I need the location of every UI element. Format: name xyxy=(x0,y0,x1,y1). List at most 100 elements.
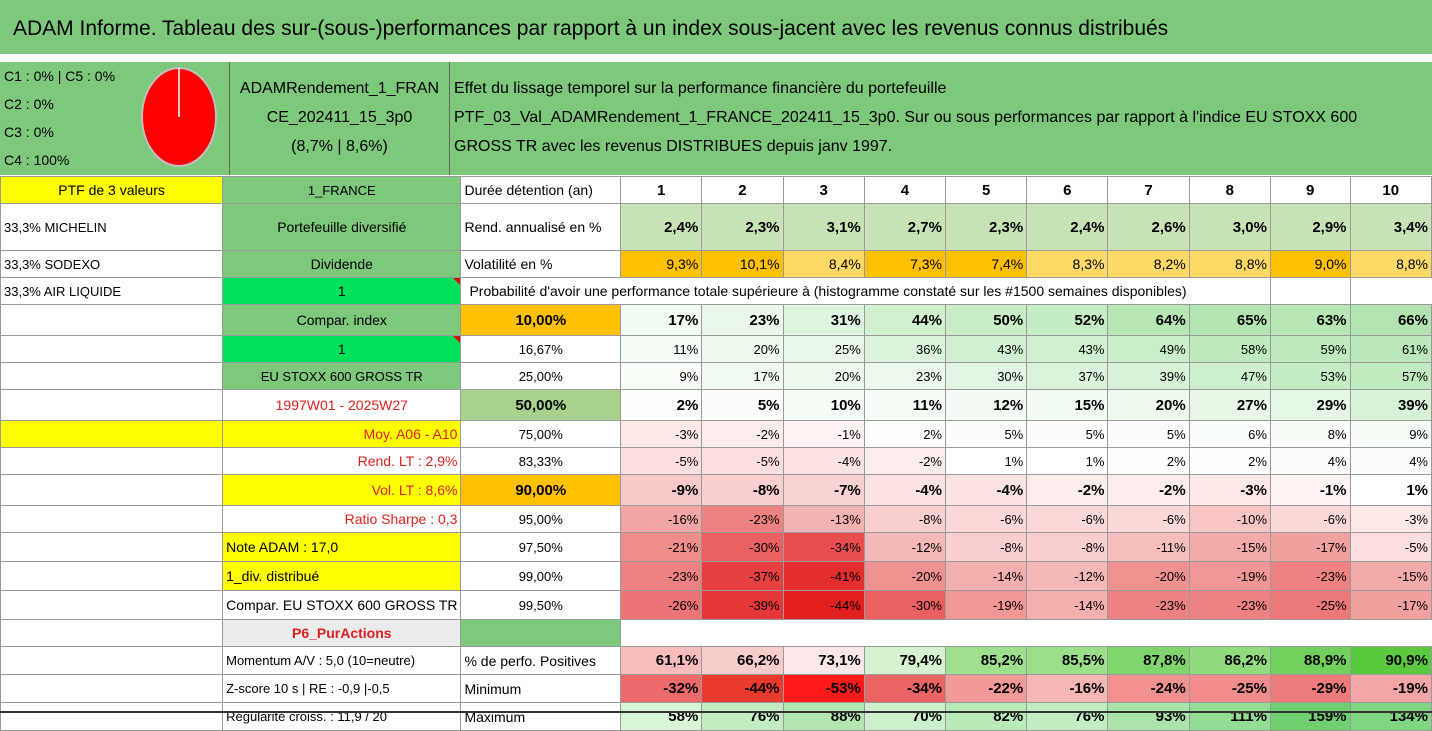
year-header: 7 xyxy=(1107,176,1190,204)
prob-cell: 61% xyxy=(1349,335,1432,363)
pos-cell: 86,2% xyxy=(1188,646,1271,675)
prob-cell: 36% xyxy=(863,335,947,363)
prob-row: EU STOXX 600 GROSS TR 25,00% 9% 17% 20% 23% 30… xyxy=(0,362,1432,390)
class-c1-c5: C1 : 0% | C5 : 0% xyxy=(4,68,116,84)
vol-cell: 7,4% xyxy=(944,250,1028,278)
blank-left xyxy=(0,505,224,533)
prob-cell: -26% xyxy=(620,590,703,620)
year-header: 1 xyxy=(620,176,703,204)
min-cell: -22% xyxy=(944,674,1028,703)
prob-row: 1 16,67% 11% 20% 25% 36% 43% 43% 49% 58% 59% 61% xyxy=(0,335,1432,363)
prob-cell: 15% xyxy=(1026,389,1109,421)
holding-sodexo: 33,3% SODEXO xyxy=(0,250,224,278)
prob-cell: -30% xyxy=(701,532,784,562)
min-cell: -19% xyxy=(1349,674,1432,703)
prob-cell: -19% xyxy=(1188,561,1271,591)
portfolio-name-panel: ADAMRendement_1_FRAN CE_202411_15_3p0 (8… xyxy=(230,62,450,175)
prob-row: Moy. A06 - A10 75,00% -3% -2% -1% 2% 5% 5% 5% 6% 8… xyxy=(0,420,1432,448)
pos-cell: 79,4% xyxy=(863,646,947,675)
row-pos: Momentum A/V : 5,0 (10=neutre)% de perfo… xyxy=(0,646,1432,675)
prob-cell: 65% xyxy=(1188,304,1271,336)
prob-cell: 9% xyxy=(620,362,703,390)
threshold-cell: 95,00% xyxy=(460,505,622,533)
prob-row: 1_div. distribué 99,00% -23% -37% -41% -20% -1… xyxy=(0,561,1432,591)
prob-cell: 47% xyxy=(1188,362,1271,390)
dividend-label: Dividende xyxy=(222,250,462,278)
prob-cell: -20% xyxy=(1107,561,1190,591)
year-header: 4 xyxy=(863,176,947,204)
class-c4: C4 : 100% xyxy=(4,152,70,168)
pos-cell: 87,8% xyxy=(1107,646,1190,675)
prob-cell: -23% xyxy=(1269,561,1351,591)
prob-cell: 29% xyxy=(1269,389,1351,421)
bottom-border xyxy=(0,711,1432,713)
prob-cell: 50% xyxy=(944,304,1028,336)
sharpe-label: Ratio Sharpe : 0,3 xyxy=(222,505,462,533)
prob-row: Rend. LT : 2,9% 83,33% -5% -5% -4% -2% 1% 1% 2% 2… xyxy=(0,447,1432,475)
prob-cell: 37% xyxy=(1026,362,1109,390)
prob-cell: -9% xyxy=(620,474,703,506)
prob-row: Ratio Sharpe : 0,3 95,00% -16% -23% -13% -8% -… xyxy=(0,505,1432,533)
prob-cell: 5% xyxy=(1026,420,1109,448)
portfolio-name-line1: ADAMRendement_1_FRAN xyxy=(239,80,440,97)
prob-cell: -4% xyxy=(863,474,947,506)
prob-cell: -14% xyxy=(1026,590,1109,620)
rend-cell: 2,9% xyxy=(1269,203,1351,251)
prob-cell: -10% xyxy=(1188,505,1271,533)
row-min: Z-score 10 s | RE : -0,9 |-0,5 Minimum -32… xyxy=(0,674,1432,703)
prob-cell: -6% xyxy=(1026,505,1109,533)
period-label: 1997W01 - 2025W27 xyxy=(222,389,462,421)
prob-cell: -6% xyxy=(944,505,1028,533)
prob-cell: -8% xyxy=(944,532,1028,562)
compar-label: Compar. EU STOXX 600 GROSS TR xyxy=(222,590,462,620)
blank-left xyxy=(0,335,224,363)
pos-cell: 73,1% xyxy=(782,646,865,675)
prob-cell: -41% xyxy=(782,561,865,591)
prob-cell: 9% xyxy=(1349,420,1432,448)
flag-one-a: 1 xyxy=(222,277,462,305)
min-cell: -16% xyxy=(1026,674,1109,703)
prob-cell: 4% xyxy=(1269,447,1351,475)
prob-cell: 11% xyxy=(863,389,947,421)
vol-cell: 8,2% xyxy=(1107,250,1190,278)
div-distrib-label: 1_div. distribué xyxy=(222,561,462,591)
diversified-label: Portefeuille diversifié xyxy=(222,203,462,251)
blank-left xyxy=(0,304,224,336)
prob-row: Compar. EU STOXX 600 GROSS TR 99,50% -26% -… xyxy=(0,590,1432,620)
year-header: 2 xyxy=(701,176,784,204)
vol-cell: 7,3% xyxy=(863,250,947,278)
year-header: 5 xyxy=(944,176,1028,204)
vol-lt-label: Vol. LT : 8,6% xyxy=(222,474,462,506)
prob-row: 1997W01 - 2025W27 50,00% 2% 5% 10% 11% 12% 15% 2… xyxy=(0,389,1432,421)
min-cell: -44% xyxy=(701,674,784,703)
prob-cell: 25% xyxy=(782,335,865,363)
prob-cell: 53% xyxy=(1269,362,1351,390)
prob-cell: 8% xyxy=(1269,420,1351,448)
holding-air-liquide: 33,3% AIR LIQUIDE xyxy=(0,277,224,305)
prob-cell: -3% xyxy=(620,420,703,448)
prob-cell: -12% xyxy=(1026,561,1109,591)
prob-cell: 43% xyxy=(944,335,1028,363)
index-name-label: EU STOXX 600 GROSS TR xyxy=(222,362,462,390)
threshold-cell: 16,67% xyxy=(460,335,622,363)
threshold-cell: 75,00% xyxy=(460,420,622,448)
prob-cell: -34% xyxy=(782,532,865,562)
blank-left xyxy=(0,619,224,647)
threshold-cell: 25,00% xyxy=(460,362,622,390)
prob-cell: 17% xyxy=(701,362,784,390)
prob-cell: -6% xyxy=(1269,505,1351,533)
prob-cell: -23% xyxy=(620,561,703,591)
prob-row: Vol. LT : 8,6% 90,00% -9% -8% -7% -4% -4% -2% -2… xyxy=(0,474,1432,506)
prob-cell: 58% xyxy=(1188,335,1271,363)
prob-cell: -7% xyxy=(782,474,865,506)
prob-cell: -15% xyxy=(1188,532,1271,562)
description-line3: GROSS TR avec les revenus DISTRIBUES dep… xyxy=(454,138,893,155)
prob-cell: 44% xyxy=(863,304,947,336)
prob-cell: 6% xyxy=(1188,420,1271,448)
prob-cell: -8% xyxy=(1026,532,1109,562)
prob-cell: -15% xyxy=(1349,561,1432,591)
prob-cell: -11% xyxy=(1107,532,1190,562)
threshold-cell: 50,00% xyxy=(460,389,622,421)
pos-cell: 66,2% xyxy=(701,646,784,675)
threshold-cell: 83,33% xyxy=(460,447,622,475)
